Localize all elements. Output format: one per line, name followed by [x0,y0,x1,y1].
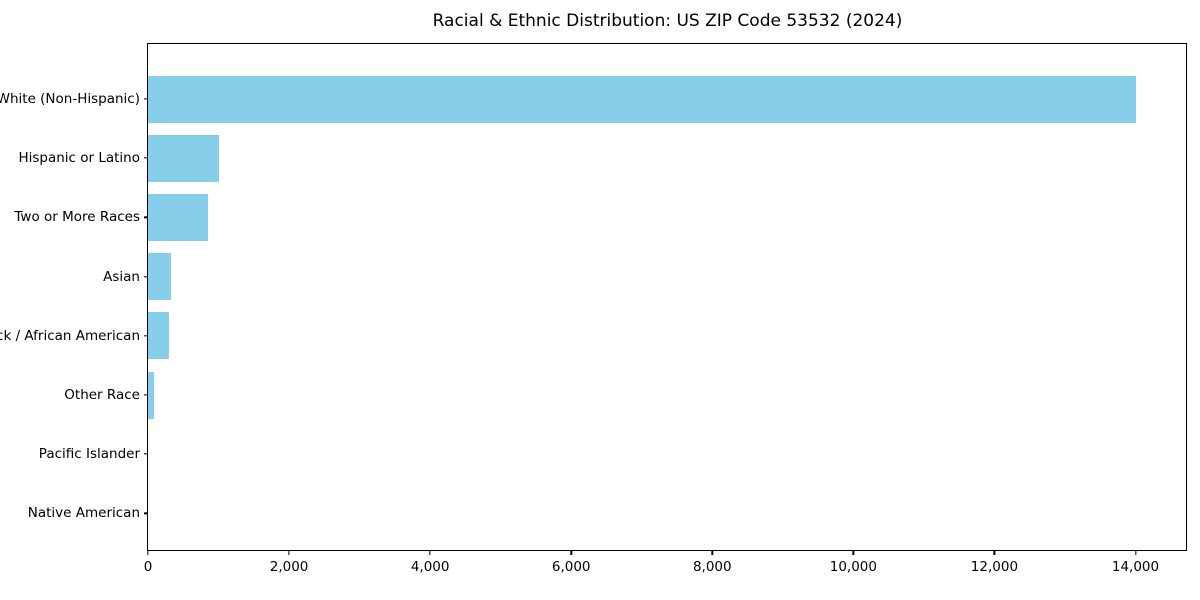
x-tick [147,551,149,555]
y-tick [144,98,148,100]
x-tick-label: 4,000 [410,559,450,575]
x-tick-label: 2,000 [269,559,309,575]
y-tick-label: Native American [27,505,140,522]
x-tick [993,551,996,555]
y-tick [144,394,148,396]
bar [148,75,1136,123]
y-tick-label: Asian [103,268,140,285]
x-tick-label: 14,000 [1111,559,1160,575]
y-tick [144,216,148,219]
y-tick [144,453,148,455]
y-tick-label: Black / African American [0,327,140,344]
bar [148,312,170,360]
chart-title: Racial & Ethnic Distribution: US ZIP Cod… [432,11,903,31]
y-tick-label: Other Race [64,387,140,403]
x-tick-label: 0 [143,559,153,575]
bar [148,134,219,182]
x-tick [429,551,431,555]
plot-area [147,43,1187,551]
x-tick-label: 8,000 [692,559,732,575]
x-tick-label: 10,000 [829,559,877,575]
x-tick [711,551,713,555]
y-tick [144,335,148,337]
x-tick [1134,551,1137,555]
y-tick-label: Two or More Races [14,209,140,226]
bar [148,253,171,301]
x-tick [852,551,855,555]
y-tick-label: Pacific Islander [38,446,140,463]
y-tick [144,275,148,278]
y-tick [144,157,148,159]
x-tick-label: 12,000 [970,559,1019,575]
y-tick [144,512,148,515]
x-tick-label: 6,000 [551,559,591,575]
bar [148,193,208,241]
bar [148,371,154,419]
x-tick [288,551,290,555]
y-tick-label: Hispanic or Latino [18,150,140,167]
y-tick-label: White (Non-Hispanic) [0,91,140,107]
x-tick [570,551,572,555]
